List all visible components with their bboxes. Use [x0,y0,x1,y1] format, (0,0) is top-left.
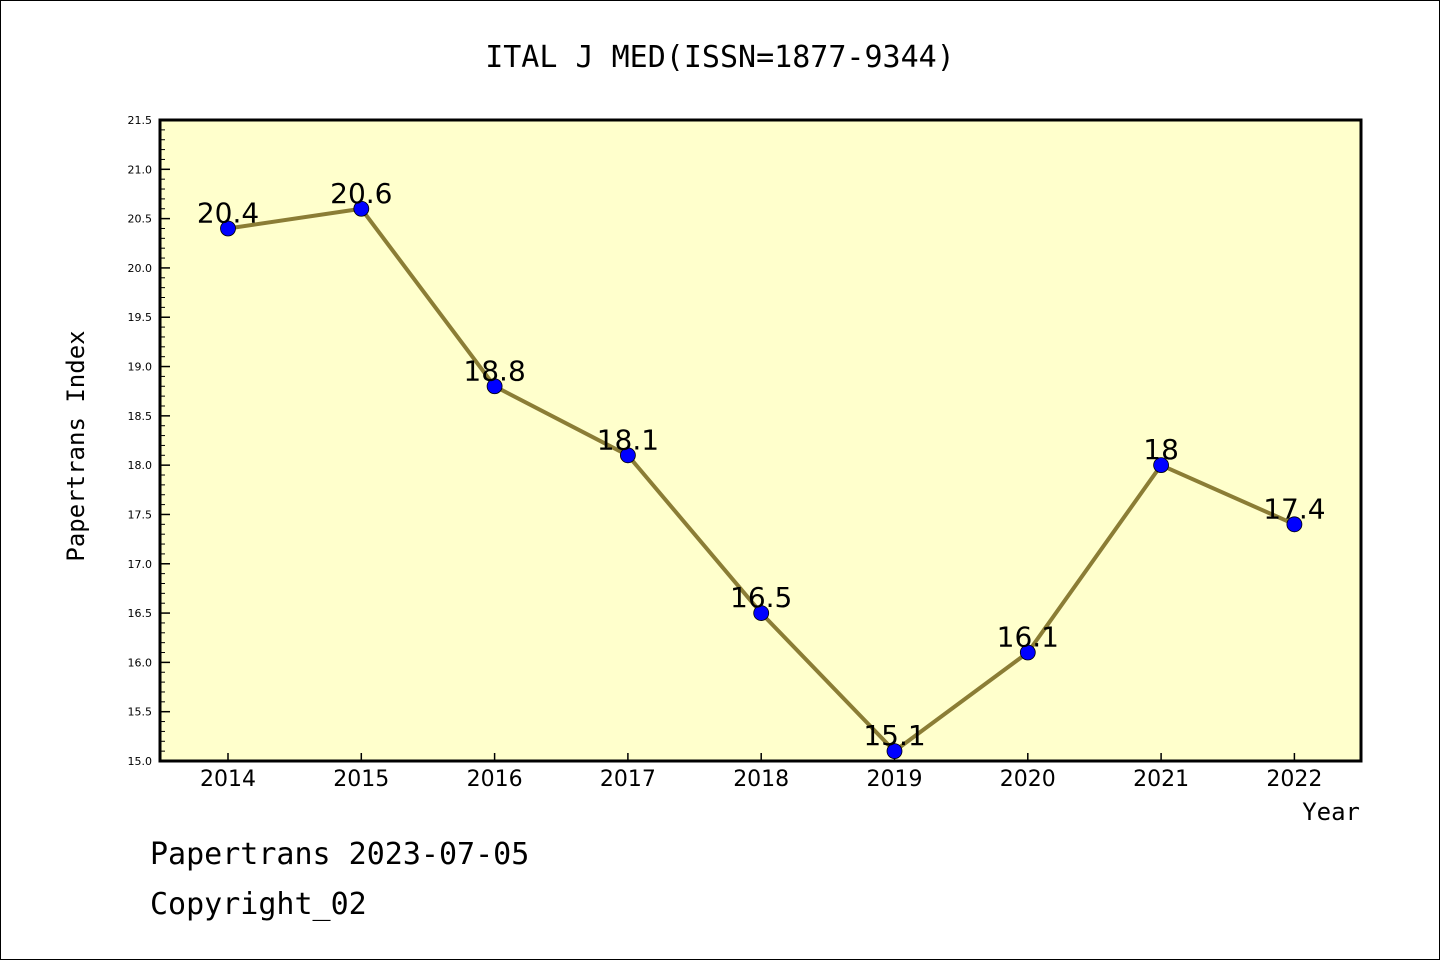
data-point [1286,516,1303,533]
data-point [886,743,903,760]
data-label: 16.5 [730,581,792,614]
y-tick-label: 15.0 [128,755,153,768]
x-tick-label: 2022 [1266,767,1322,792]
data-point [353,200,370,217]
x-tick-label: 2019 [867,767,923,792]
data-point [486,378,503,395]
y-tick-label: 18.0 [128,459,153,472]
data-point [220,220,236,237]
marker-group [220,200,1303,760]
plot-area [158,118,1363,763]
x-tick-label: 2016 [467,767,523,792]
data-label: 18.8 [463,354,525,387]
y-tick-label: 17.5 [128,508,153,521]
y-axis-label: Papertrans Index [62,330,90,561]
y-tick-label: 20.0 [128,262,153,275]
y-tick-label: 19.0 [128,361,153,374]
x-tick-label: 2014 [200,767,256,792]
y-tick-label: 20.5 [128,213,153,226]
y-tick-label: 21.0 [128,163,153,176]
y-tick-label: 18.5 [128,410,153,423]
footer-date: Papertrans 2023-07-05 [150,837,529,872]
data-label: 17.4 [1263,492,1325,525]
data-label: 20.4 [197,196,259,229]
y-tick-label: 17.0 [128,558,153,571]
footer-copyright: Copyright_02 [150,887,367,922]
y-tick-label: 16.5 [128,607,153,620]
y-tick-label: 21.5 [128,114,153,127]
x-tick-label: 2015 [333,767,389,792]
y-axis: 15.0 15.5 16.0 16.5 17.0 17.5 18.0 18.5 19.0 19.5… [128,114,170,768]
x-tick-label: 2020 [1000,767,1056,792]
y-tick-label: 16.0 [128,656,153,669]
y-tick-label: 19.5 [128,311,153,324]
data-label: 15.1 [863,719,925,752]
data-point [753,605,770,621]
data-point [1153,457,1169,474]
x-tick-label: 2018 [733,767,789,792]
data-label-group: 20.4 20.6 18.8 18.1 16.5 15.1 16.1 18 17.4 [197,177,1326,752]
x-tick-label: 2017 [600,767,656,792]
x-tick-label: 2021 [1133,767,1189,792]
data-label: 18.1 [597,423,659,456]
data-point [620,447,636,464]
data-label: 18 [1143,433,1179,466]
x-axis-label: Year [1302,798,1360,826]
data-label: 16.1 [997,621,1059,654]
x-axis: 2014 2015 2016 2017 2018 2019 2020 2021 2022 [200,753,1322,792]
data-label: 20.6 [330,177,392,210]
y-tick-label: 15.5 [128,706,153,719]
chart-title: ITAL J MED(ISSN=1877-9344) [485,40,955,75]
data-point [1019,644,1036,661]
